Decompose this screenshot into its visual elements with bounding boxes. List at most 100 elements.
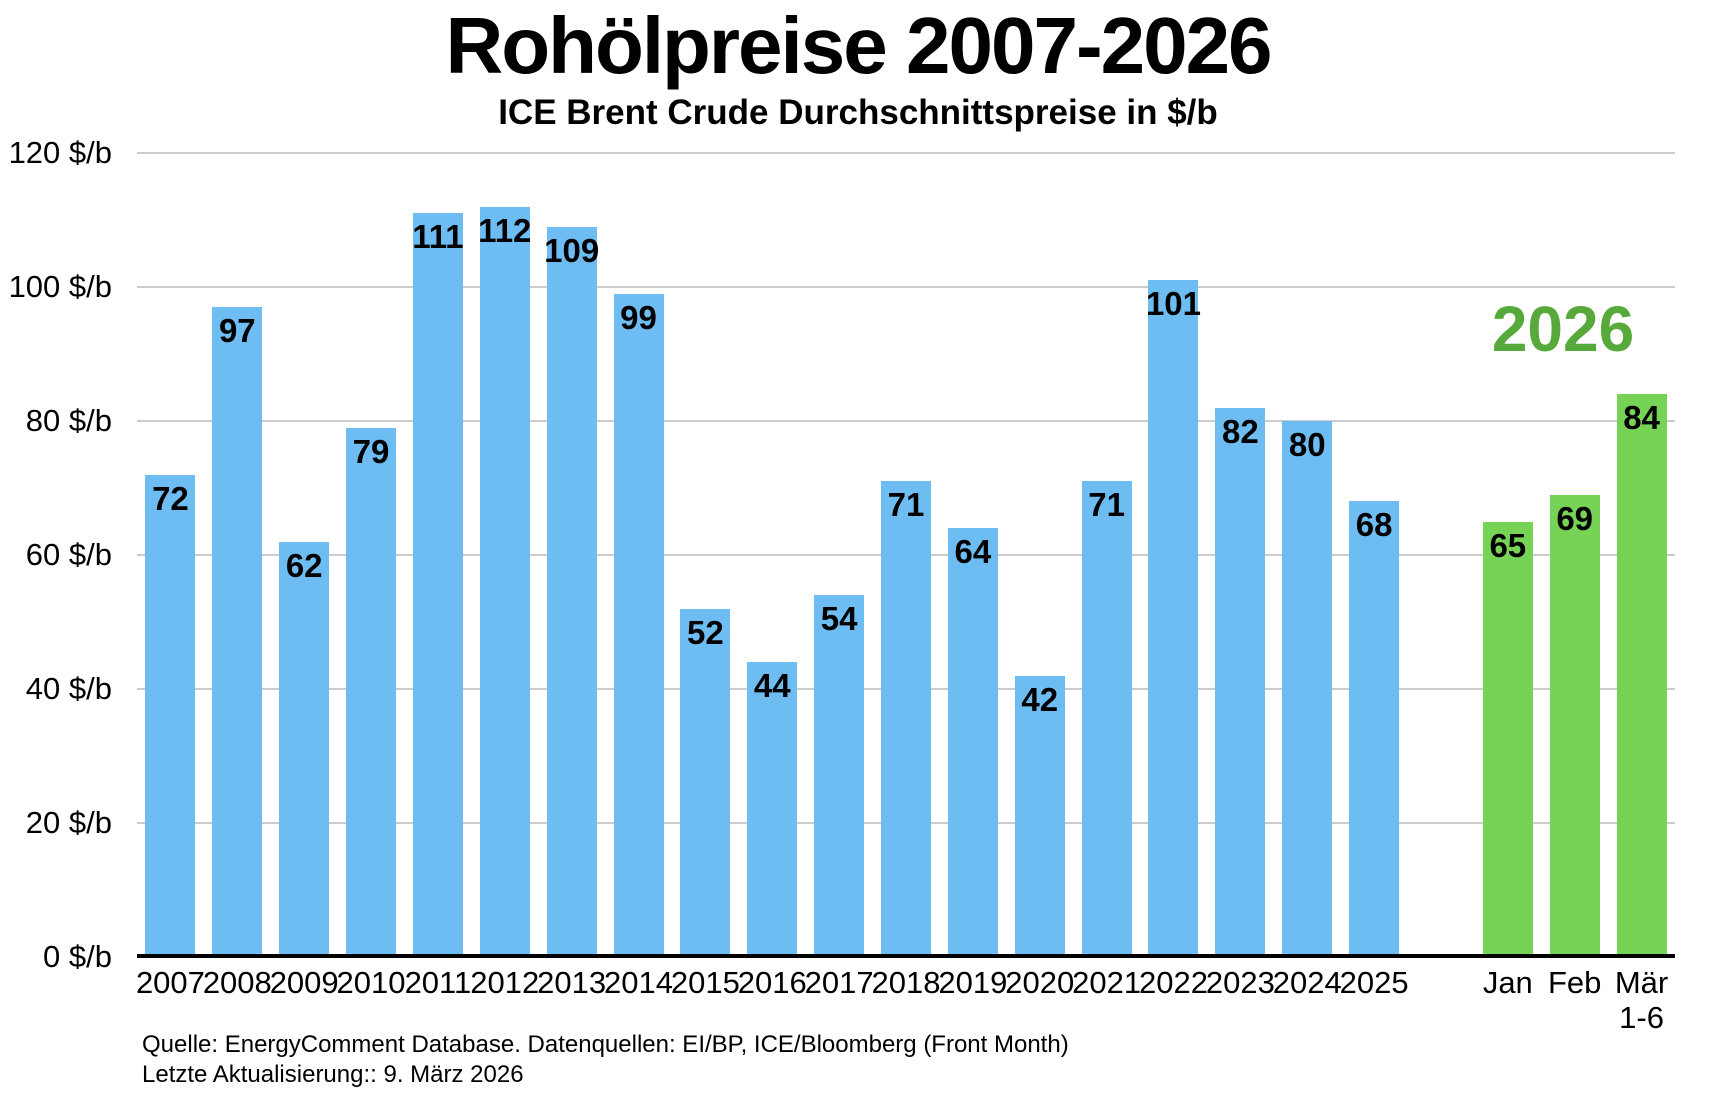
x-tick-label: 2020 [1005, 965, 1075, 1000]
bar-value-label: 109 [544, 231, 600, 269]
x-tick-2007: 2007 [104, 965, 236, 1001]
x-tick-2016: 2016 [706, 965, 838, 1001]
gridline [137, 286, 1675, 288]
x-tick-Jan: Jan [1442, 965, 1574, 1001]
x-tick-label: 2016 [737, 965, 807, 1000]
bar-value-label: 79 [352, 432, 390, 470]
x-tick-label: Jan [1482, 965, 1533, 1000]
x-tick-2019: 2019 [907, 965, 1039, 1001]
x-tick-2009: 2009 [238, 965, 370, 1001]
y-tick-label: 40 $/b [25, 671, 112, 706]
x-tick-label: 2023 [1205, 965, 1275, 1000]
bar-2013: 109 [544, 226, 600, 957]
x-tick-2015: 2015 [639, 965, 771, 1001]
bar-value-label: 99 [620, 298, 657, 336]
x-tick-label: 2021 [1072, 965, 1142, 1000]
bar-value-label: 64 [954, 533, 992, 571]
bar-value-label: 111 [412, 218, 464, 256]
bar-2011: 111 [412, 213, 464, 957]
bar-value-label: 71 [1088, 486, 1125, 524]
bar-value-label: 44 [753, 667, 791, 705]
x-tick-2024: 2024 [1241, 965, 1373, 1001]
bar-value-label: 82 [1221, 412, 1259, 450]
annotation-2026: 2026 [1491, 293, 1635, 365]
x-tick-label: 2011 [404, 965, 472, 1000]
y-tick-label: 60 $/b [25, 537, 112, 572]
x-tick-2008: 2008 [171, 965, 303, 1001]
y-tick-label: 100 $/b [8, 269, 112, 304]
x-tick-Feb: Feb [1509, 965, 1641, 1001]
bar-2018: 71 [881, 481, 931, 957]
x-tick-sublabel: 1-6 [1619, 1000, 1664, 1035]
bar-2007: 72 [145, 474, 196, 957]
bar-value-label: 62 [285, 546, 323, 584]
x-tick-2023: 2023 [1174, 965, 1306, 1001]
bar-value-label: 54 [820, 600, 858, 638]
bar-value-label: 69 [1556, 499, 1594, 537]
bar-2021: 71 [1081, 481, 1132, 957]
y-tick-label: 80 $/b [25, 403, 112, 438]
chart-subtitle: ICE Brent Crude Durchschnittspreise in $… [498, 93, 1218, 132]
bar-value-label: 80 [1288, 426, 1326, 463]
x-tick-label: Feb [1547, 965, 1602, 1000]
x-tick-label: 2007 [135, 965, 205, 1000]
x-tick-2013: 2013 [506, 965, 638, 1001]
x-tick-label: 2014 [604, 965, 673, 1000]
x-tick-2020: 2020 [974, 965, 1106, 1001]
x-tick-2017: 2017 [773, 965, 905, 1001]
bar-2025: 68 [1349, 501, 1400, 957]
x-tick-label: Mär [1614, 965, 1669, 1000]
x-tick-label: 2010 [336, 965, 406, 1000]
x-tick-2011: 2011 [372, 965, 504, 1001]
bar-2010: 79 [346, 427, 397, 957]
x-tick-2018: 2018 [840, 965, 972, 1001]
bar-value-label: 84 [1623, 399, 1660, 437]
updated-line: Letzte Aktualisierung:: 9. März 2026 [142, 1061, 524, 1088]
x-tick-2010: 2010 [305, 965, 437, 1001]
bar-Jan: 65 [1482, 521, 1533, 957]
x-tick-label: 2008 [202, 965, 272, 1000]
x-tick-label: 2009 [269, 965, 339, 1000]
x-tick-label: 2022 [1138, 965, 1208, 1000]
x-axis-line [137, 954, 1675, 958]
bar-Mär: 84 [1616, 394, 1667, 957]
bar-Feb: 69 [1549, 494, 1600, 957]
bar-2019: 64 [947, 528, 998, 957]
bar-value-label: 112 [478, 211, 532, 249]
bar-value-label: 71 [887, 486, 925, 524]
x-tick-label: 2013 [537, 965, 607, 1000]
y-tick-label: 120 $/b [8, 135, 112, 170]
bar-2015: 52 [680, 608, 731, 957]
source-line: Quelle: EnergyComment Database. Datenque… [142, 1031, 1069, 1058]
x-tick-label: 2015 [670, 965, 740, 1000]
x-tick-label: 2012 [470, 965, 540, 1000]
gridline [137, 152, 1675, 154]
bar-2022: 101 [1145, 280, 1201, 957]
x-tick-Mär: Mär 1-6 [1576, 965, 1708, 1035]
x-tick-label: 2017 [804, 965, 874, 1000]
bar-2008: 97 [212, 307, 263, 957]
bar-2012: 112 [478, 206, 532, 957]
x-tick-2025: 2025 [1308, 965, 1440, 1001]
bar-2023: 82 [1215, 407, 1266, 957]
source-note: Quelle: EnergyComment Database. Datenque… [142, 1030, 1069, 1090]
x-tick-label: 2019 [938, 965, 1008, 1000]
bar-value-label: 65 [1489, 526, 1527, 564]
bar-value-label: 72 [152, 479, 189, 517]
bar-2009: 62 [279, 541, 330, 957]
y-tick-label: 0 $/b [43, 939, 112, 974]
gridline [137, 420, 1675, 422]
bar-value-label: 97 [218, 312, 256, 350]
bar-value-label: 52 [687, 613, 724, 651]
chart-title: Rohölpreise 2007-2026 [445, 1, 1272, 90]
x-tick-label: 2024 [1272, 965, 1342, 1000]
bar-value-label: 101 [1145, 285, 1201, 323]
bar-value-label: 42 [1021, 680, 1059, 718]
bar-2017: 54 [814, 595, 865, 957]
bar-2014: 99 [613, 293, 664, 957]
x-tick-2021: 2021 [1041, 965, 1173, 1001]
x-tick-2014: 2014 [573, 965, 705, 1001]
bar-2016: 44 [747, 662, 798, 957]
x-tick-2012: 2012 [439, 965, 571, 1001]
